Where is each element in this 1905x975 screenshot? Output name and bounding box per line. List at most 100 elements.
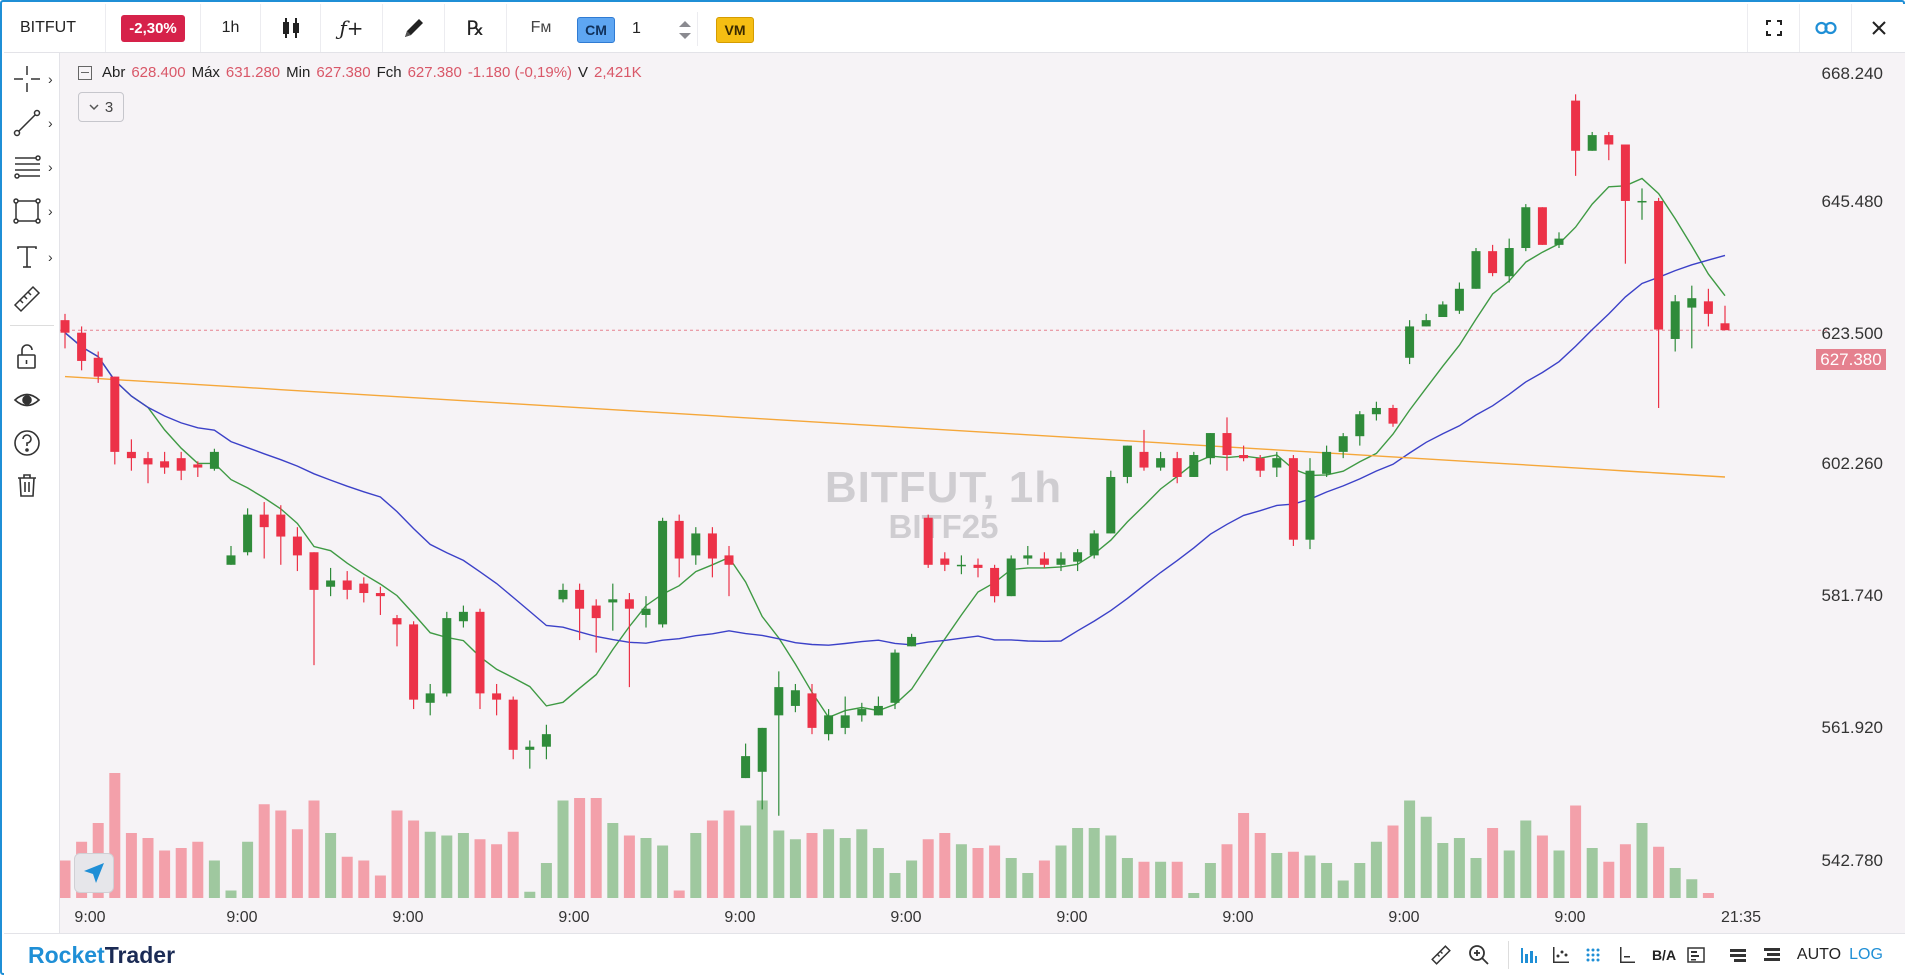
candle-body <box>1687 298 1697 308</box>
volume-bar <box>391 810 403 898</box>
symbol-selector[interactable]: BITFUT <box>4 4 106 52</box>
volume-bar <box>955 844 967 898</box>
trendline-tool[interactable]: › <box>4 103 60 143</box>
heatmap-toggle[interactable] <box>1580 941 1606 969</box>
volume-bar <box>1553 850 1565 898</box>
candle-body <box>160 461 170 468</box>
collapse-icon[interactable] <box>78 65 92 80</box>
orders-toggle[interactable] <box>1726 941 1750 969</box>
chevron-right-icon[interactable]: › <box>48 115 53 131</box>
candle-body <box>558 589 568 600</box>
change-indicator: -2,30% <box>106 4 201 52</box>
help-tool[interactable] <box>4 423 60 463</box>
chevron-right-icon[interactable]: › <box>48 249 53 265</box>
price-chart[interactable] <box>60 53 1827 933</box>
link-button[interactable] <box>1799 4 1851 52</box>
vm-button[interactable]: VM <box>716 17 754 43</box>
dots-grid-icon <box>1586 948 1600 962</box>
volume-bar <box>1238 813 1250 898</box>
indicators-toggle[interactable]: 3 <box>78 92 124 122</box>
quantity-stepper[interactable] <box>676 18 694 42</box>
volume-bar <box>889 873 901 898</box>
candle-body <box>326 580 336 587</box>
volume-bar <box>1536 835 1548 898</box>
chevron-right-icon[interactable]: › <box>48 203 53 219</box>
ruler-tool[interactable] <box>4 279 60 319</box>
text-tool[interactable]: › <box>4 237 60 277</box>
volume-bar <box>1254 833 1266 898</box>
auto-scale-button[interactable]: AUTO <box>1796 946 1842 963</box>
measure-button[interactable] <box>1428 941 1454 969</box>
candle-body <box>1670 301 1680 339</box>
candle-body <box>1189 455 1199 477</box>
crosshair-tool[interactable]: › <box>4 59 60 99</box>
delete-tool[interactable] <box>4 465 60 505</box>
book-icon <box>1687 947 1705 963</box>
candle-body <box>1172 458 1182 477</box>
volume-toggle[interactable] <box>1516 941 1542 969</box>
help-icon <box>14 430 40 456</box>
volume-bar <box>1271 853 1283 898</box>
fullscreen-button[interactable] <box>1747 4 1799 52</box>
candle-body <box>259 514 269 528</box>
volume-bar <box>358 860 370 898</box>
volume-bar <box>474 839 486 898</box>
time-tick: 9:00 <box>392 909 424 926</box>
log-scale-button[interactable]: LOG <box>1849 946 1883 963</box>
candle-body <box>541 734 551 747</box>
text-icon <box>17 246 37 268</box>
chart-area[interactable]: BITFUT, 1h BITF25 Abr 628.400 Máx 631.28… <box>60 53 1905 933</box>
candle-body <box>525 746 535 750</box>
candle-body <box>1255 458 1265 471</box>
candle-body <box>193 464 203 468</box>
candle-body <box>1023 555 1033 559</box>
indicators-button[interactable]: ƒ+ <box>321 4 383 52</box>
candle-body <box>840 715 850 728</box>
quantity-input[interactable]: 1 <box>618 12 698 46</box>
candle-body <box>624 599 634 609</box>
candle-body <box>857 709 867 716</box>
fibonacci-tool[interactable]: › <box>4 147 60 187</box>
positions-toggle[interactable] <box>1760 941 1784 969</box>
volume-bar <box>906 860 918 898</box>
ruler-icon <box>13 285 41 313</box>
book-toggle[interactable] <box>1684 941 1708 969</box>
cm-button[interactable]: CM <box>577 17 615 43</box>
bid-ask-toggle[interactable]: B/A <box>1651 947 1677 963</box>
eye-icon <box>13 393 41 407</box>
volume-bar <box>524 891 536 898</box>
candle-body <box>807 693 817 728</box>
fm-button[interactable]: Fм <box>530 19 552 36</box>
chevron-right-icon[interactable]: › <box>48 159 53 175</box>
candle-body <box>1703 301 1713 314</box>
shape-tool[interactable]: › <box>4 191 60 231</box>
chevron-right-icon[interactable]: › <box>48 71 53 87</box>
price-axis[interactable]: 668.240 645.480 623.500 602.260 581.740 … <box>1822 53 1905 933</box>
navigate-button[interactable] <box>74 853 114 893</box>
positions-icon <box>1764 948 1780 961</box>
scatter-toggle[interactable] <box>1548 941 1574 969</box>
visibility-tool[interactable] <box>4 380 60 420</box>
top-toolbar: BITFUT -2,30% 1h ƒ+ ℞ Fм CM 1 <box>4 4 1905 53</box>
axis-toggle[interactable] <box>1614 941 1640 969</box>
open-label: Abr <box>102 64 126 81</box>
lock-tool[interactable] <box>4 337 60 377</box>
timeframe-button[interactable]: 1h <box>201 4 261 52</box>
volume-bar <box>756 800 768 898</box>
candle-body <box>990 567 1000 597</box>
price-tick: 581.740 <box>1821 586 1883 605</box>
candle-body <box>292 536 302 556</box>
reset-button[interactable]: ℞ <box>445 4 507 52</box>
candle-body <box>209 451 219 469</box>
drawing-button[interactable] <box>383 4 445 52</box>
high-value: 631.280 <box>225 64 281 81</box>
volume-bar <box>706 820 718 898</box>
zoom-button[interactable] <box>1466 941 1492 969</box>
close-button[interactable] <box>1851 4 1905 52</box>
volume-bar <box>806 833 818 898</box>
time-tick: 9:00 <box>1222 909 1254 926</box>
chart-type-button[interactable] <box>261 4 321 52</box>
volume-bar <box>242 841 254 898</box>
candle-body <box>458 611 468 622</box>
ruler-icon <box>1431 945 1451 965</box>
